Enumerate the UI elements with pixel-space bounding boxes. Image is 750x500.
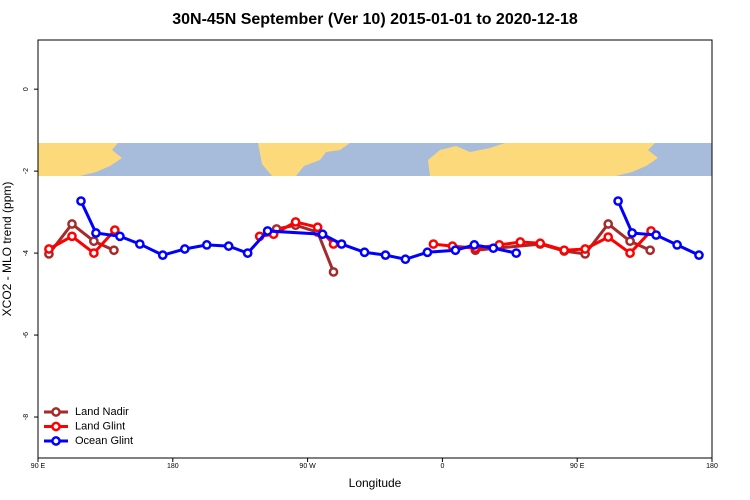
series-line [79, 200, 700, 261]
point [317, 229, 328, 240]
point [89, 236, 99, 247]
point [89, 248, 99, 258]
point [580, 244, 590, 254]
x-tick-label: 0 [440, 463, 444, 470]
x-tick-label: 180 [167, 463, 179, 470]
y-axis-label: XCO2 - MLO trend (ppm) [0, 182, 14, 317]
point [603, 232, 614, 242]
point [428, 239, 439, 249]
point [109, 225, 120, 235]
point [400, 254, 411, 265]
series [76, 196, 704, 265]
point [535, 238, 546, 249]
point [328, 267, 339, 277]
point [67, 219, 77, 229]
point [242, 248, 253, 258]
x-tick-label: 90 E [570, 463, 585, 470]
x-axis-label: Longitude [349, 476, 402, 490]
point [157, 250, 168, 260]
point [694, 250, 704, 260]
point [109, 245, 119, 256]
legend-label: Ocean Glint [75, 435, 133, 447]
point [469, 240, 480, 250]
point [201, 240, 212, 250]
point [559, 245, 570, 256]
point [422, 247, 433, 258]
point [134, 239, 145, 249]
y-tick-label: 0 [23, 87, 30, 91]
point [290, 217, 301, 227]
point [380, 250, 391, 260]
legend-label: Land Nadir [75, 406, 129, 418]
point [488, 243, 499, 254]
point [76, 196, 86, 206]
point [91, 228, 101, 238]
point [179, 244, 190, 254]
map-strip [38, 143, 712, 176]
point [651, 230, 661, 240]
legend-marker [51, 436, 61, 446]
y-tick-label: -4 [23, 250, 30, 256]
x-tick-label: 90 W [299, 463, 316, 470]
x-tick-label: 90 E [31, 463, 46, 470]
point [625, 248, 635, 258]
point [44, 244, 54, 254]
point [603, 219, 614, 229]
legend-marker [51, 421, 61, 432]
point [450, 245, 461, 256]
legend-label: Land Glint [75, 420, 125, 432]
y-tick-label: -6 [23, 332, 30, 338]
x-tick-label: 180 [706, 463, 718, 470]
point [645, 245, 655, 256]
y-tick-label: -8 [23, 414, 30, 420]
point [672, 240, 682, 250]
point [627, 228, 638, 238]
point [223, 241, 234, 251]
legend-marker [51, 407, 61, 417]
point [336, 239, 347, 249]
point [262, 226, 273, 236]
point [115, 231, 125, 242]
chart-title: 30N-45N September (Ver 10) 2015-01-01 to… [172, 11, 578, 28]
point [515, 237, 526, 247]
point [625, 236, 635, 247]
point [67, 231, 77, 242]
point [511, 248, 522, 258]
point [312, 222, 323, 233]
point [359, 247, 370, 258]
y-tick-label: -2 [23, 168, 30, 174]
series [44, 217, 656, 258]
plot-frame [37, 39, 713, 459]
point [613, 196, 623, 206]
